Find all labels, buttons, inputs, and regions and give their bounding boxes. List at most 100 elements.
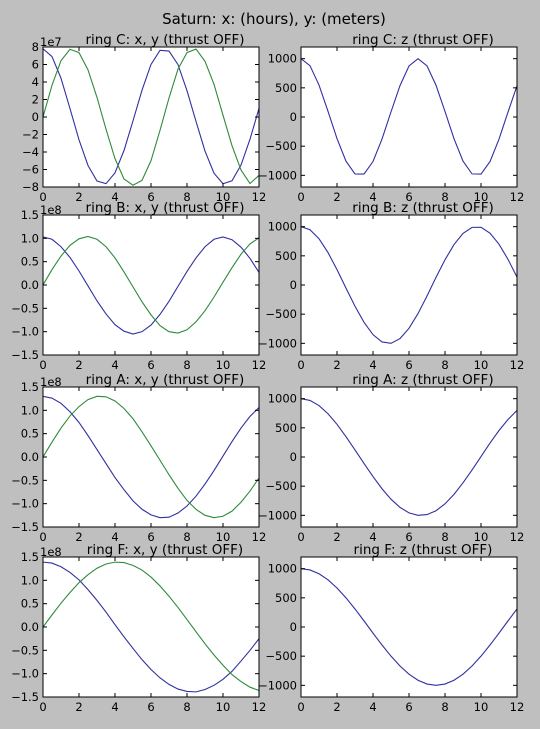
x-tick-label: 0 — [39, 358, 46, 372]
x-tick-label: 12 — [510, 530, 525, 544]
subplot-ringA_xy: 0 2 4 6 8 10 12 −1.5 −1.0 −0.5 0.0 0.5 1.0 1.5 1e8 ring… — [11, 372, 266, 544]
subplot-title: ring A: z (thrust OFF) — [352, 372, 493, 388]
y-scale-label: 1e8 — [40, 375, 62, 389]
series-line-y — [43, 395, 259, 519]
y-tick-label: 1.0 — [21, 231, 39, 245]
figure-title: Saturn: x: (hours), y: (meters) — [162, 10, 386, 28]
y-tick-label: 1.5 — [21, 550, 39, 564]
y-tick-label: −1.5 — [11, 520, 39, 534]
x-tick-label: 12 — [510, 700, 525, 714]
y-tick-label: 1000 — [268, 52, 297, 66]
x-tick-label: 0 — [39, 190, 46, 204]
x-tick-label: 10 — [474, 190, 489, 204]
subplot-title: ring F: x, y (thrust OFF) — [87, 542, 243, 558]
y-tick-label: 8 — [32, 40, 39, 54]
x-tick-label: 0 — [297, 358, 304, 372]
subplot-title: ring B: x, y (thrust OFF) — [86, 200, 245, 216]
x-tick-label: 0 — [297, 700, 304, 714]
x-tick-label: 8 — [183, 530, 190, 544]
x-tick-label: 6 — [147, 190, 154, 204]
x-tick-label: 2 — [333, 530, 340, 544]
subplot-ringC_z: 0 2 4 6 8 10 12 −1000 −500 0 500 1000 ring C: z (thr… — [258, 32, 524, 204]
x-tick-label: 10 — [216, 530, 231, 544]
subplot-ringF_z: 0 2 4 6 8 10 12 −1000 −500 0 500 1000 ring F: z (thr… — [258, 542, 524, 714]
y-tick-label: −8 — [22, 180, 39, 194]
x-tick-label: 0 — [297, 190, 304, 204]
x-tick-label: 2 — [333, 190, 340, 204]
y-tick-label: −4 — [22, 145, 39, 159]
x-tick-label: 12 — [252, 530, 267, 544]
y-tick-label: −1.5 — [11, 690, 39, 704]
y-tick-label: −2 — [22, 128, 39, 142]
x-tick-label: 8 — [441, 700, 448, 714]
x-tick-label: 6 — [147, 700, 154, 714]
series-line-x — [43, 561, 259, 693]
y-tick-label: 1000 — [268, 220, 297, 234]
y-tick-label: 1.5 — [21, 380, 39, 394]
x-tick-label: 10 — [474, 530, 489, 544]
series-line-z — [301, 568, 517, 686]
subplot-title: ring B: z (thrust OFF) — [352, 200, 493, 216]
subplot-title: ring F: z (thrust OFF) — [354, 542, 493, 558]
y-tick-label: 0 — [290, 450, 297, 464]
x-tick-label: 12 — [252, 700, 267, 714]
y-tick-label: −6 — [22, 163, 39, 177]
x-tick-label: 4 — [111, 190, 118, 204]
x-tick-label: 6 — [405, 190, 412, 204]
y-tick-label: 0.0 — [21, 450, 39, 464]
y-tick-label: 1000 — [268, 562, 297, 576]
x-tick-label: 4 — [111, 358, 118, 372]
y-tick-label: −0.5 — [11, 473, 39, 487]
series-line-z — [301, 398, 517, 516]
x-tick-label: 4 — [369, 530, 376, 544]
x-tick-label: 2 — [75, 530, 82, 544]
axes-background — [43, 387, 259, 527]
y-tick-label: −1.5 — [11, 348, 39, 362]
subplot-title: ring C: x, y (thrust OFF) — [85, 32, 244, 48]
y-tick-label: 0 — [32, 110, 39, 124]
x-tick-label: 2 — [75, 700, 82, 714]
x-tick-label: 0 — [297, 530, 304, 544]
y-tick-label: 0.0 — [21, 620, 39, 634]
x-tick-label: 6 — [405, 530, 412, 544]
subplot-ringB_xy: 0 2 4 6 8 10 12 −1.5 −1.0 −0.5 0.0 0.5 1.0 1.5 1e8 ring… — [11, 200, 266, 372]
y-tick-label: 0.0 — [21, 278, 39, 292]
y-tick-label: 0.5 — [21, 597, 39, 611]
y-tick-label: 500 — [275, 591, 297, 605]
y-tick-label: 1000 — [268, 392, 297, 406]
x-tick-label: 0 — [39, 530, 46, 544]
x-tick-label: 6 — [147, 358, 154, 372]
axes-background — [301, 47, 517, 187]
x-tick-label: 2 — [75, 358, 82, 372]
y-tick-label: −0.5 — [11, 301, 39, 315]
series-line-z — [301, 226, 517, 344]
x-tick-label: 6 — [405, 700, 412, 714]
series-line-y — [43, 48, 259, 186]
x-tick-label: 12 — [252, 358, 267, 372]
x-tick-label: 8 — [441, 358, 448, 372]
x-tick-label: 0 — [39, 700, 46, 714]
y-tick-label: 0.5 — [21, 427, 39, 441]
series-line-x — [43, 395, 259, 519]
y-tick-label: −1000 — [258, 678, 297, 692]
x-tick-label: 10 — [474, 358, 489, 372]
x-tick-label: 10 — [216, 190, 231, 204]
y-tick-label: −1.0 — [11, 667, 39, 681]
x-tick-label: 8 — [183, 190, 190, 204]
y-tick-label: 0 — [290, 110, 297, 124]
x-tick-label: 4 — [111, 530, 118, 544]
x-tick-label: 8 — [183, 358, 190, 372]
axes-background — [301, 557, 517, 697]
x-tick-label: 8 — [183, 700, 190, 714]
y-tick-label: 500 — [275, 81, 297, 95]
x-tick-label: 2 — [333, 700, 340, 714]
x-tick-label: 4 — [111, 700, 118, 714]
x-tick-label: 4 — [369, 358, 376, 372]
x-tick-label: 4 — [369, 190, 376, 204]
y-tick-label: 4 — [32, 75, 39, 89]
y-tick-label: −0.5 — [11, 643, 39, 657]
axes-background — [301, 387, 517, 527]
x-tick-label: 6 — [405, 358, 412, 372]
